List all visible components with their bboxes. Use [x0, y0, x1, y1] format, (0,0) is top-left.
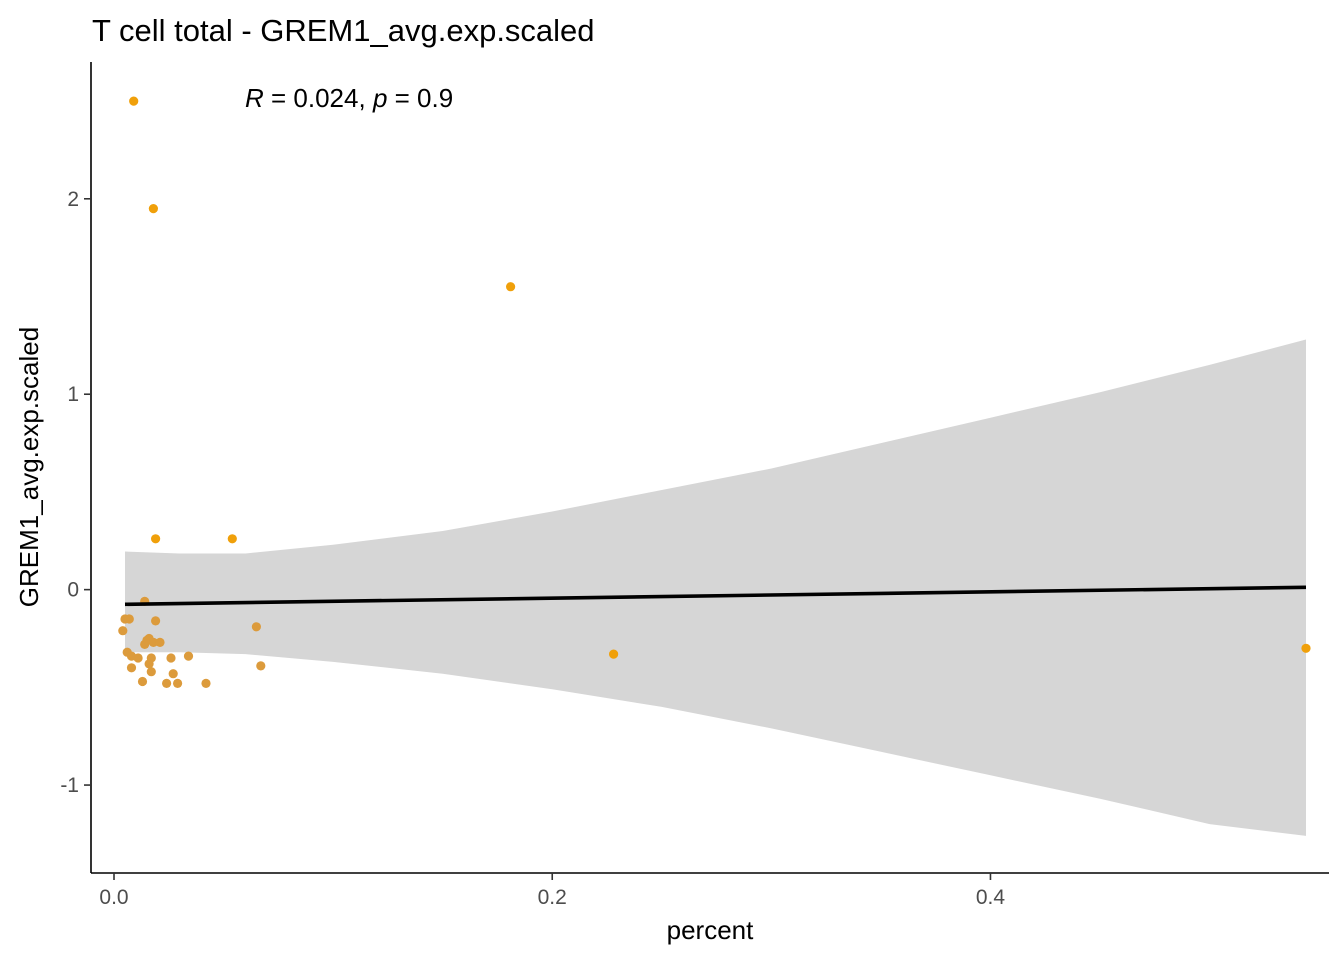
- confidence-band: [125, 339, 1306, 836]
- y-tick-label: 1: [67, 383, 79, 406]
- data-point: [1301, 643, 1311, 653]
- data-point: [173, 678, 183, 689]
- data-point: [146, 667, 156, 677]
- data-point: [506, 282, 516, 292]
- y-tick-label: 0: [67, 579, 79, 602]
- r-label: R: [245, 83, 264, 113]
- x-axis-title: percent: [667, 915, 754, 945]
- data-point: [227, 534, 237, 544]
- data-point: [118, 626, 128, 636]
- data-point: [183, 651, 194, 661]
- data-point: [162, 678, 172, 689]
- data-point: [151, 534, 161, 544]
- data-point: [133, 653, 143, 663]
- data-point: [155, 637, 165, 648]
- chart-title: T cell total - GREM1_avg.exp.scaled: [92, 13, 595, 48]
- data-point: [137, 676, 148, 687]
- data-point: [126, 663, 137, 673]
- plot-area: [118, 96, 1311, 836]
- x-tick-label: 0.2: [538, 886, 567, 909]
- data-point: [201, 678, 211, 689]
- x-tick-label: 0.4: [976, 886, 1006, 909]
- y-axis-title: GREM1_avg.exp.scaled: [14, 327, 44, 607]
- data-point: [256, 661, 266, 671]
- p-value: = 0.9: [387, 83, 453, 113]
- x-axis-ticks: 0.0 0.2 0.4: [99, 873, 1005, 909]
- data-point: [166, 653, 176, 663]
- y-tick-label: -1: [60, 774, 79, 797]
- y-axis-ticks: -1 0 1 2: [60, 188, 91, 797]
- data-point: [148, 204, 158, 214]
- r-value: = 0.024,: [264, 83, 373, 113]
- data-point: [140, 639, 150, 650]
- data-point: [129, 96, 139, 106]
- y-tick-label: 2: [67, 188, 79, 211]
- p-label: p: [372, 83, 387, 113]
- data-point: [251, 622, 261, 632]
- x-tick-label: 0.0: [99, 886, 128, 909]
- data-point: [151, 616, 161, 626]
- data-point: [609, 649, 619, 659]
- correlation-annotation: R = 0.024, p = 0.9: [245, 83, 453, 113]
- regression-line: [124, 585, 1307, 607]
- data-point: [124, 614, 134, 624]
- data-points: [118, 96, 1311, 689]
- data-point: [168, 669, 178, 679]
- data-point: [144, 659, 154, 669]
- data-point: [148, 637, 158, 648]
